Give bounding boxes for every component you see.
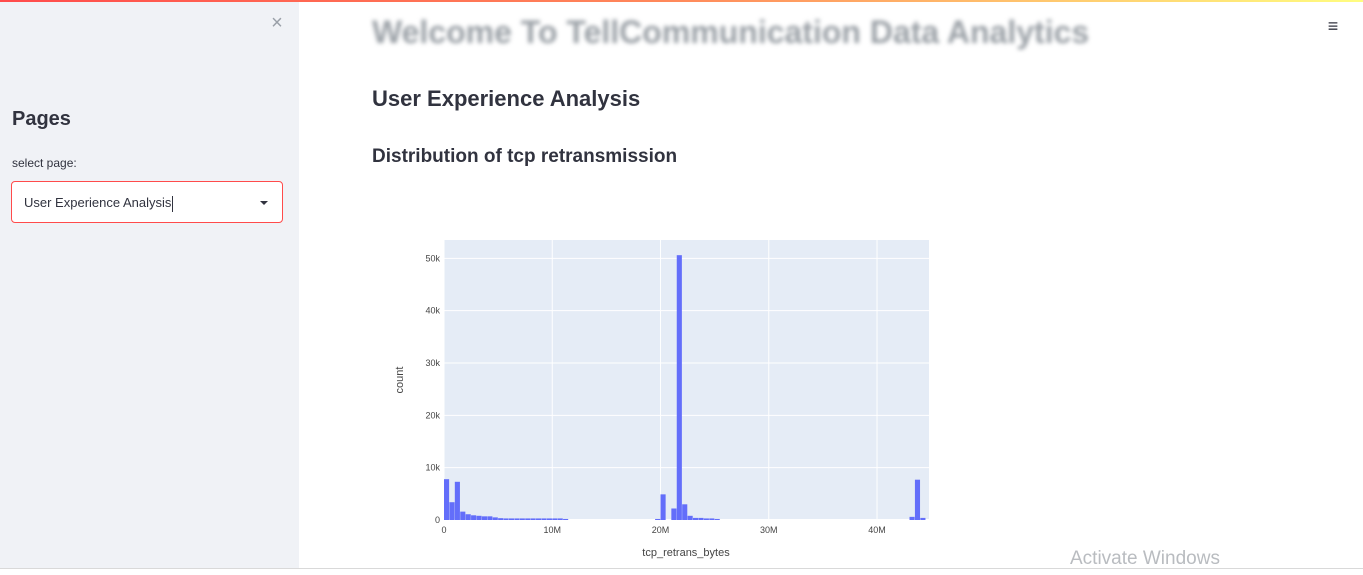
x-tick-label: 0 — [441, 525, 446, 535]
x-tick-label: 40M — [868, 525, 886, 535]
x-tick-label: 10M — [544, 525, 562, 535]
y-tick-label: 0 — [435, 515, 440, 525]
page-select-value: User Experience Analysis — [24, 195, 174, 212]
y-tick-label: 30k — [425, 358, 440, 368]
y-tick-label: 20k — [425, 410, 440, 420]
histogram-bar[interactable] — [687, 515, 693, 520]
histogram-bar[interactable] — [530, 518, 536, 520]
histogram-bar[interactable] — [487, 516, 493, 520]
histogram-bar[interactable] — [514, 518, 520, 520]
top-accent-bar — [0, 0, 1363, 2]
histogram-bar[interactable] — [660, 494, 666, 520]
activate-windows-watermark: Activate Windows — [1070, 548, 1220, 569]
histogram-bar[interactable] — [519, 518, 525, 520]
bars — [444, 255, 926, 521]
histogram-bar[interactable] — [557, 518, 563, 520]
x-tick-label: 30M — [760, 525, 778, 535]
close-icon[interactable]: × — [271, 12, 283, 34]
histogram-bar[interactable] — [703, 518, 709, 520]
y-tick-labels: 0 10k 20k 30k 40k 50k — [425, 253, 440, 525]
text-cursor — [172, 195, 174, 212]
select-page-label: select page: — [12, 156, 77, 170]
x-tick-labels: 0 10M 20M 30M 40M — [441, 525, 885, 535]
histogram-bar[interactable] — [676, 255, 682, 521]
histogram-bar[interactable] — [909, 516, 915, 520]
y-tick-label: 10k — [425, 463, 440, 473]
histogram-bar[interactable] — [454, 481, 460, 520]
hamburger-menu-icon[interactable]: ≡ — [1327, 16, 1339, 36]
histogram-bar[interactable] — [471, 515, 477, 520]
histogram-bar[interactable] — [465, 514, 471, 520]
histogram-bar[interactable] — [698, 517, 704, 520]
histogram-bar[interactable] — [552, 518, 558, 520]
histogram-bar[interactable] — [709, 518, 715, 520]
page-title: Welcome To TellCommunication Data Analyt… — [372, 14, 1090, 50]
histogram-bar[interactable] — [508, 518, 515, 520]
histogram-bar[interactable] — [541, 518, 547, 520]
sidebar-heading: Pages — [12, 108, 71, 130]
y-tick-label: 50k — [425, 253, 440, 263]
histogram-bar[interactable] — [525, 518, 531, 520]
histogram-bar[interactable] — [546, 518, 552, 520]
histogram-bar[interactable] — [498, 518, 504, 520]
histogram-bar[interactable] — [449, 502, 455, 520]
histogram-bar[interactable] — [692, 517, 699, 520]
histogram-bar[interactable] — [563, 518, 569, 520]
histogram-chart: 0 10k 20k 30k 40k 50k 0 10M 20M 30M 40M tcp_retra… — [394, 240, 929, 559]
x-axis-title: tcp_retrans_bytes — [642, 547, 730, 559]
histogram-bar[interactable] — [460, 511, 466, 520]
chevron-down-icon — [260, 201, 268, 205]
histogram-bar[interactable] — [914, 479, 921, 520]
histogram-bar[interactable] — [536, 518, 542, 520]
x-tick-label: 20M — [652, 525, 670, 535]
histogram-bar[interactable] — [682, 504, 688, 520]
bottom-divider — [0, 568, 1363, 569]
histogram-bar[interactable] — [655, 518, 661, 520]
histogram-bar[interactable] — [492, 517, 498, 520]
histogram-bar[interactable] — [444, 479, 450, 520]
section-title: Distribution of tcp retransmission — [372, 146, 678, 167]
sidebar: × Pages select page: User Experience Ana… — [0, 2, 299, 568]
histogram-bar[interactable] — [476, 515, 482, 520]
plot-area — [444, 240, 929, 520]
histogram-bar[interactable] — [920, 517, 926, 520]
histogram-bar[interactable] — [671, 508, 677, 520]
histogram-bar[interactable] — [714, 518, 720, 520]
histogram-bar[interactable] — [481, 516, 488, 520]
histogram-bar[interactable] — [503, 518, 509, 520]
page-select[interactable]: User Experience Analysis — [11, 181, 283, 223]
y-axis-title: count — [394, 367, 406, 394]
page-subtitle: User Experience Analysis — [372, 86, 641, 111]
y-tick-label: 40k — [425, 306, 440, 316]
